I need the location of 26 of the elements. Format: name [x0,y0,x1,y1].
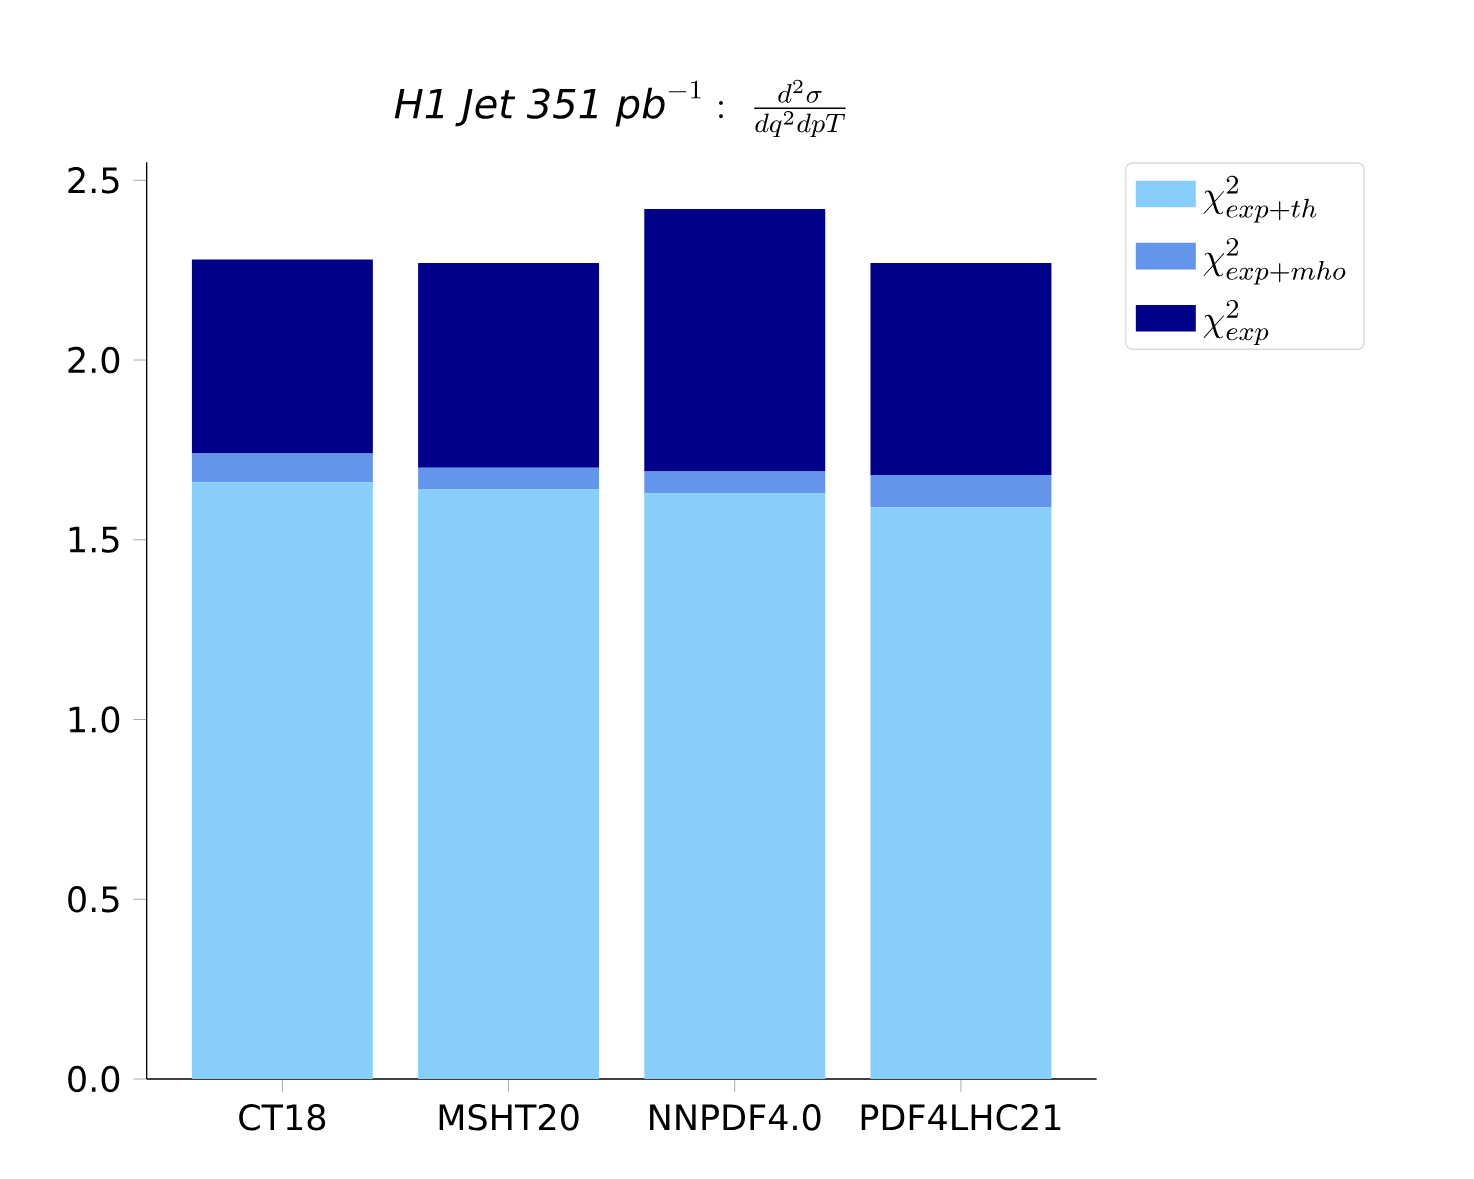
bar [191,453,373,483]
bar [870,507,1052,1079]
x-tick-label: CT18 [239,1104,326,1131]
y-tick-label: 1.5 [69,526,119,553]
legend-label: $\chi^2_{exp}$ [1203,299,1269,346]
chart-title: $\mathit{H1\ Jet\ 351\ pb}^{-1}:\ \frac{d^2\sigma}{dq^2dpT}$ [394,79,846,138]
y-tick-label: 2.0 [68,346,120,374]
bar [870,475,1052,508]
x-tick-label: PDF4LHC21 [861,1104,1061,1131]
bar [418,467,600,490]
legend-label: $\chi^2_{exp+mho}$ [1203,237,1346,285]
bar [644,471,826,494]
y-tick-label: 1.0 [69,706,120,733]
bar [418,489,600,1079]
y-tick-label: 0.5 [68,886,119,913]
y-tick-label: 2.5 [68,167,119,194]
bar [644,493,826,1079]
bar [870,262,1052,476]
bar [418,262,600,468]
x-tick-label: NNPDF4.0 [650,1104,821,1131]
bar [644,209,826,472]
bar [191,259,373,454]
bar [191,482,373,1079]
legend-label: $\chi^2_{exp+th}$ [1203,175,1317,223]
y-tick-label: 0.0 [68,1065,120,1093]
x-tick-label: MSHT20 [439,1104,579,1131]
